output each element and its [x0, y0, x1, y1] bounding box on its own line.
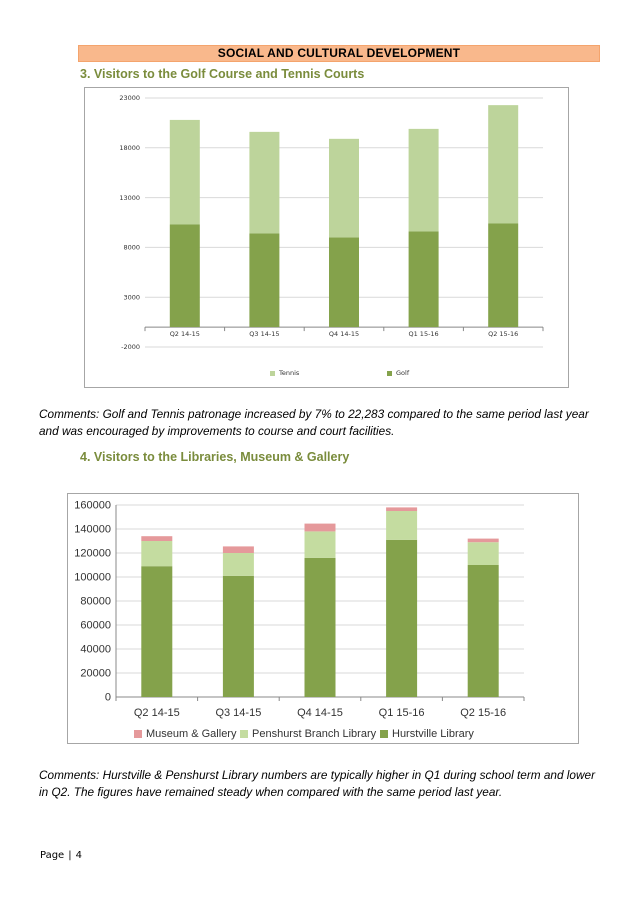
- heading-libraries: 4. Visitors to the Libraries, Museum & G…: [80, 450, 350, 464]
- y-tick-label: 20000: [80, 668, 111, 680]
- y-tick-label: 18000: [119, 144, 140, 152]
- heading-golf-tennis: 3. Visitors to the Golf Course and Tenni…: [80, 67, 365, 81]
- bar-tennis: [488, 105, 519, 224]
- page-footer: Page | 4: [40, 850, 82, 861]
- x-tick-label: Q4 14-15: [329, 330, 359, 338]
- legend-swatch: [380, 730, 388, 738]
- legend-label: Golf: [396, 369, 410, 377]
- y-tick-label: 0: [105, 692, 111, 704]
- bar-penshurst-branch-library: [222, 553, 254, 576]
- y-tick-label: 100000: [74, 572, 111, 584]
- x-tick-label: Q2 15-16: [460, 707, 506, 719]
- legend-label: Tennis: [278, 369, 300, 377]
- y-tick-label: 23000: [119, 94, 140, 102]
- legend-label: Penshurst Branch Library: [252, 728, 377, 740]
- x-tick-label: Q2 14-15: [134, 707, 180, 719]
- libraries-chart-svg: 160000 140000 120000 100000 80000 60000 40000 2…: [74, 500, 525, 740]
- y-tick-label: 40000: [80, 644, 111, 656]
- legend-swatch: [387, 371, 392, 376]
- legend-swatch: [240, 730, 248, 738]
- bar-golf: [408, 231, 439, 328]
- x-tick-label: Q2 14-15: [170, 330, 200, 338]
- bar-hurstville-library: [467, 565, 499, 697]
- golf-tennis-chart: 23000 18000 13000 8000 3000 -2000 Q2 14-15 Q3 1…: [84, 87, 569, 388]
- bar-penshurst-branch-library: [141, 541, 173, 567]
- bar-golf: [488, 223, 519, 328]
- y-tick-label: 13000: [119, 194, 140, 202]
- bar-museum-gallery: [467, 538, 499, 543]
- legend-label: Museum & Gallery: [146, 728, 237, 740]
- page-number: 4: [75, 850, 82, 861]
- y-tick-label: 160000: [74, 500, 111, 512]
- x-tick-label: Q3 14-15: [215, 707, 261, 719]
- x-tick-label: Q2 15-16: [488, 330, 518, 338]
- libraries-chart: 160000 140000 120000 100000 80000 60000 40000 2…: [67, 493, 579, 744]
- x-tick-label: Q1 15-16: [408, 330, 438, 338]
- bar-tennis: [329, 138, 359, 238]
- bar-museum-gallery: [386, 507, 418, 511]
- legend-swatch: [270, 371, 275, 376]
- bar-tennis: [249, 131, 280, 234]
- comment-golf-tennis: Comments: Golf and Tennis patronage incr…: [39, 407, 589, 438]
- y-tick-label: 8000: [123, 244, 140, 252]
- bar-golf: [249, 233, 280, 328]
- y-tick-label: 3000: [123, 293, 140, 301]
- bar-penshurst-branch-library: [386, 511, 418, 540]
- bar-golf: [329, 237, 359, 328]
- bar-tennis: [169, 119, 200, 225]
- section-banner: SOCIAL AND CULTURAL DEVELOPMENT: [78, 45, 600, 62]
- bar-hurstville-library: [141, 566, 173, 697]
- bar-penshurst-branch-library: [304, 531, 336, 558]
- bar-penshurst-branch-library: [467, 542, 499, 565]
- legend-label: Hurstville Library: [392, 728, 474, 740]
- y-tick-label: 120000: [74, 548, 111, 560]
- bar-hurstville-library: [386, 539, 418, 697]
- bar-tennis: [408, 128, 439, 232]
- legend-swatch: [134, 730, 142, 738]
- y-tick-label: 140000: [74, 524, 111, 536]
- x-tick-label: Q1 15-16: [379, 707, 425, 719]
- y-tick-label: 80000: [80, 596, 111, 608]
- x-tick-label: Q3 14-15: [249, 330, 279, 338]
- page-separator: |: [68, 850, 72, 861]
- y-tick-label: -2000: [121, 343, 140, 351]
- x-tick-label: Q4 14-15: [297, 707, 343, 719]
- bar-hurstville-library: [304, 557, 336, 697]
- golf-tennis-chart-svg: 23000 18000 13000 8000 3000 -2000 Q2 14-15 Q3 1…: [119, 94, 544, 377]
- bar-golf: [169, 224, 200, 328]
- bar-museum-gallery: [304, 523, 336, 532]
- comment-libraries: Comments: Hurstville & Penshurst Library…: [39, 768, 595, 799]
- bar-museum-gallery: [222, 546, 254, 553]
- bar-museum-gallery: [141, 536, 173, 541]
- y-tick-label: 60000: [80, 620, 111, 632]
- bar-hurstville-library: [222, 575, 254, 697]
- page-label: Page: [40, 850, 65, 861]
